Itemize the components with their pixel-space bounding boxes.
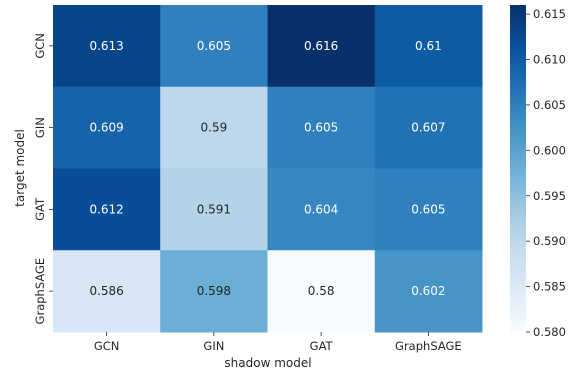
- colorbar-tick-label: 0.595: [533, 189, 566, 203]
- y-tick-label: GraphSAGE: [33, 258, 47, 325]
- heatmap-cell: [267, 168, 376, 251]
- cell-value-label: 0.605: [197, 39, 231, 53]
- cell-value-label: 0.602: [411, 284, 445, 298]
- heatmap-cell: [160, 250, 268, 333]
- cell-value-label: 0.58: [308, 284, 335, 298]
- cell-value-label: 0.586: [89, 284, 123, 298]
- y-tick-label: GAT: [33, 197, 47, 221]
- y-tick-label: GCN: [33, 33, 47, 59]
- cell-value-label: 0.61: [415, 39, 442, 53]
- x-tick-label: GIN: [203, 339, 224, 353]
- colorbar-tick-label: 0.615: [533, 7, 566, 21]
- x-axis-ticks: GCN GIN GAT GraphSAGE: [94, 332, 462, 353]
- cell-value-label: 0.598: [197, 284, 231, 298]
- heatmap-cell: [160, 168, 268, 251]
- heatmap-cell: [160, 86, 268, 169]
- heatmap-cell: [53, 168, 161, 251]
- heatmap-cell: [53, 5, 161, 88]
- x-tick-label: GAT: [310, 339, 334, 353]
- heatmap-cell: [53, 86, 161, 169]
- heatmap-cell: [267, 250, 376, 333]
- colorbar-tick-label: 0.590: [533, 234, 566, 248]
- colorbar-tick-label: 0.605: [533, 98, 566, 112]
- cell-value-label: 0.616: [304, 39, 338, 53]
- heatmap-cell: [374, 250, 483, 333]
- colorbar-tick-label: 0.600: [533, 143, 566, 157]
- cell-value-label: 0.609: [89, 121, 123, 135]
- x-tick-label: GraphSAGE: [395, 339, 462, 353]
- cell-value-label: 0.613: [89, 39, 123, 53]
- cell-value-label: 0.612: [89, 202, 123, 216]
- heatmap-cell: [374, 5, 483, 88]
- colorbar: 0.580 0.585 0.590 0.595 0.600 0.605 0.610 0.615: [510, 5, 566, 339]
- heatmap-cell: [160, 5, 268, 88]
- heatmap-cell: [374, 86, 483, 169]
- y-tick-label: GIN: [33, 117, 47, 138]
- heatmap-cell: [267, 5, 376, 88]
- heatmap-cell: [53, 250, 161, 333]
- heatmap-cell: [267, 86, 376, 169]
- y-axis-label: target model: [13, 129, 27, 207]
- cell-value-label: 0.604: [304, 202, 338, 216]
- cell-value-label: 0.605: [411, 202, 445, 216]
- y-axis-ticks: GCN GIN GAT GraphSAGE: [33, 33, 53, 324]
- colorbar-tick-label: 0.585: [533, 280, 566, 294]
- cell-value-label: 0.591: [197, 202, 231, 216]
- cell-value-label: 0.607: [411, 121, 445, 135]
- x-tick-label: GCN: [94, 339, 120, 353]
- colorbar-tick-label: 0.610: [533, 53, 566, 67]
- cell-value-label: 0.605: [304, 121, 338, 135]
- colorbar-tick-label: 0.580: [533, 325, 566, 339]
- x-axis-label: shadow model: [224, 356, 311, 370]
- colorbar-gradient: [510, 5, 526, 332]
- heatmap-cells: 0.613 0.605 0.616 0.61 0.609 0.59 0.605 0.607 0.…: [53, 5, 483, 333]
- cell-value-label: 0.59: [201, 121, 228, 135]
- heatmap-cell: [374, 168, 483, 251]
